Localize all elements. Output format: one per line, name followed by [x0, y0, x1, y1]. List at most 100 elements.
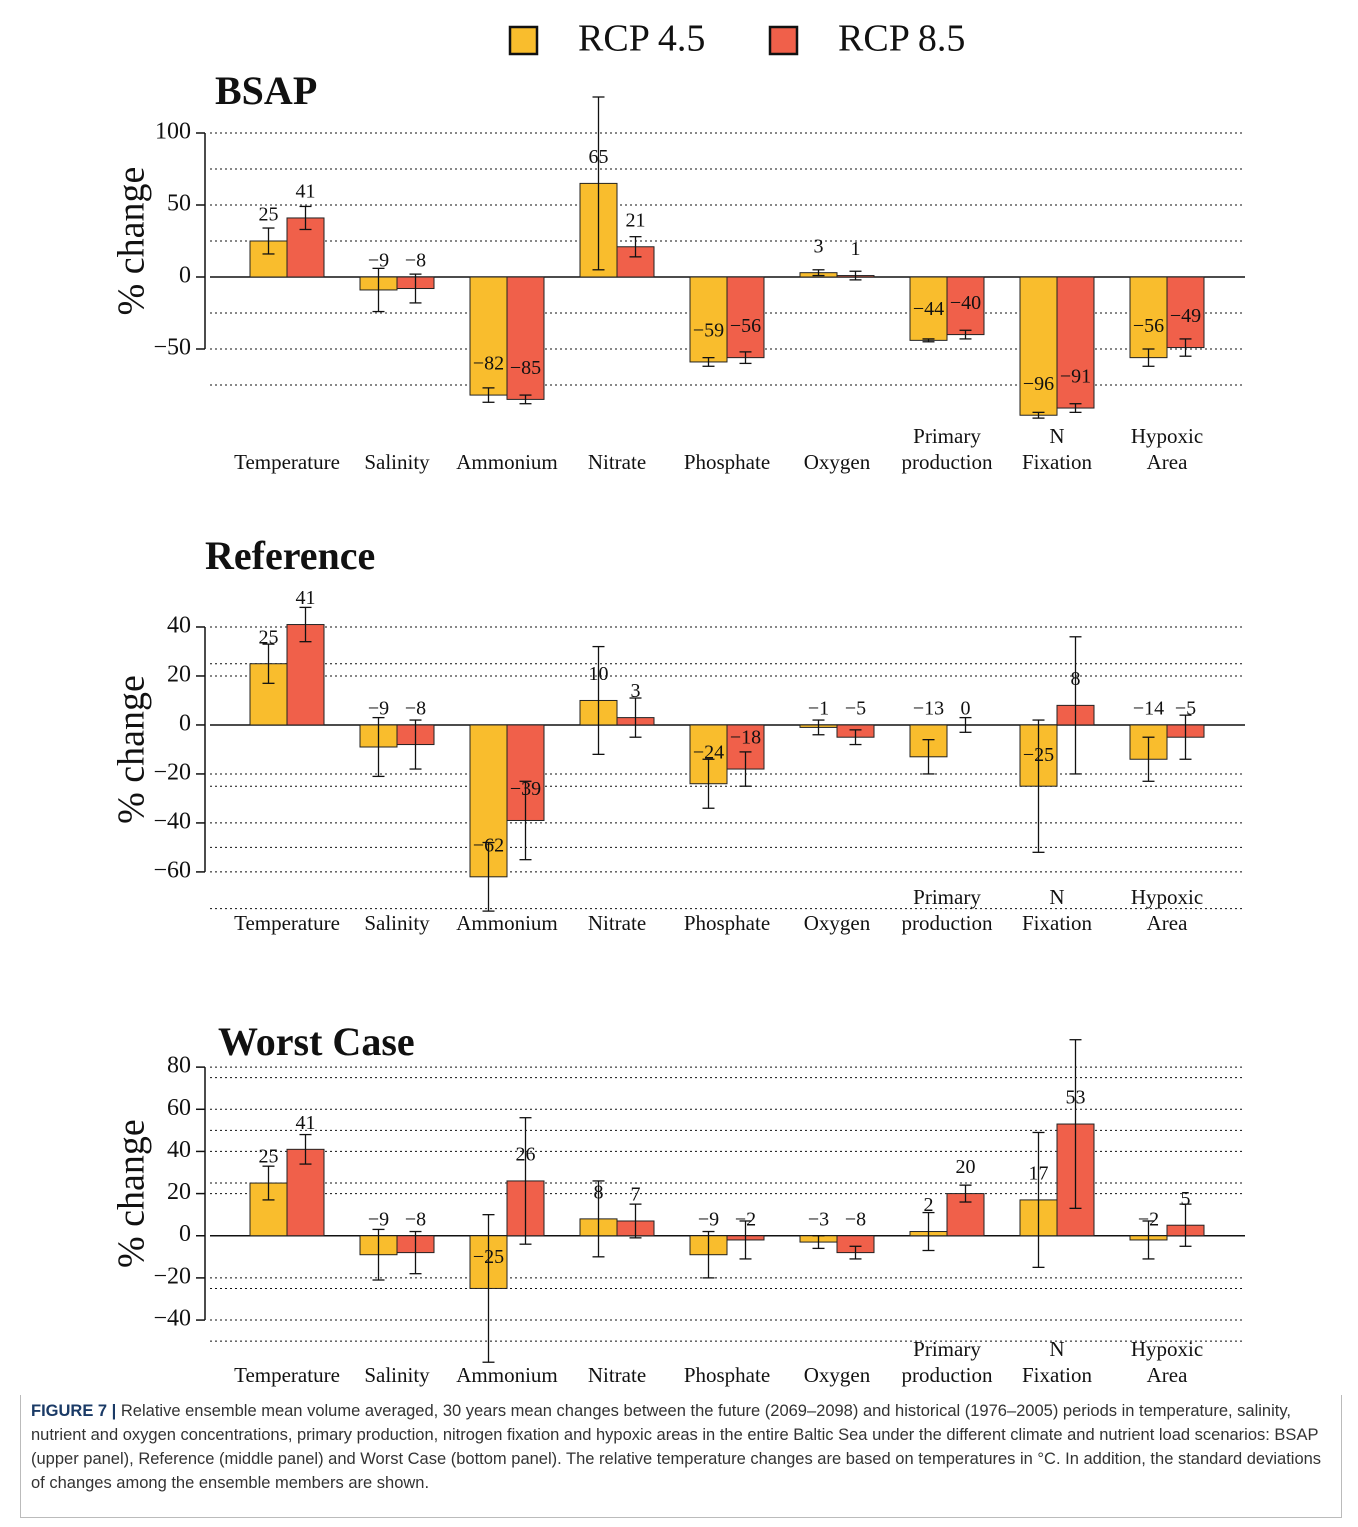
legend-label: RCP 8.5	[838, 18, 965, 60]
value-label: −5	[1175, 698, 1196, 720]
x-tick-label: Primary	[913, 1337, 981, 1361]
value-label: −56	[730, 315, 761, 337]
value-label: −8	[405, 698, 426, 720]
x-tick-label: Phosphate	[684, 450, 770, 474]
value-label: −1	[808, 698, 829, 720]
value-label: −56	[1133, 315, 1164, 337]
value-label: −3	[808, 1208, 829, 1230]
y-tick-label: −20	[153, 759, 191, 785]
value-label: −9	[698, 1208, 719, 1230]
x-tick-label: Fixation	[1022, 450, 1093, 474]
legend-swatch	[508, 25, 539, 56]
y-tick-label: 50	[167, 191, 191, 217]
x-tick-label: N	[1049, 424, 1064, 448]
bar	[909, 276, 948, 341]
value-label: −25	[1023, 744, 1054, 766]
value-label: 21	[626, 209, 646, 231]
bar	[469, 276, 508, 396]
value-label: −18	[730, 727, 761, 749]
value-label: 0	[961, 698, 971, 720]
bar	[1166, 276, 1205, 349]
value-label: 53	[1066, 1087, 1086, 1109]
x-tick-label: Salinity	[364, 1363, 430, 1387]
value-label: −2	[735, 1208, 756, 1230]
value-label: 2	[924, 1194, 934, 1216]
legend-label: RCP 4.5	[578, 18, 705, 60]
y-axis-label: % change	[111, 167, 153, 316]
value-label: 41	[296, 587, 316, 609]
x-tick-label: Nitrate	[588, 450, 646, 474]
bar	[1056, 276, 1095, 409]
x-tick-label: Area	[1147, 1363, 1188, 1387]
value-label: −39	[510, 778, 541, 800]
value-label: 26	[516, 1144, 536, 1166]
bar	[946, 1193, 985, 1237]
y-tick-label: −40	[153, 1306, 191, 1332]
y-tick-label: 40	[167, 612, 191, 638]
panel-title: Reference	[205, 533, 375, 578]
x-tick-label: Primary	[913, 424, 981, 448]
value-label: −40	[950, 292, 981, 314]
value-label: 65	[589, 146, 609, 168]
y-tick-label: −40	[153, 808, 191, 834]
value-label: −82	[473, 353, 504, 375]
value-label: −9	[368, 698, 389, 720]
x-tick-label: production	[902, 450, 993, 474]
value-label: 25	[259, 204, 279, 226]
x-tick-label: N	[1049, 1337, 1064, 1361]
x-tick-label: Temperature	[234, 1363, 340, 1387]
x-tick-label: Oxygen	[804, 911, 871, 935]
x-tick-label: Hypoxic	[1131, 1337, 1203, 1361]
figure: RCP 4.5 RCP 8.5 BSAP% change−50050100Tem…	[111, 18, 1245, 1387]
x-tick-label: Nitrate	[588, 911, 646, 935]
value-label: 8	[1071, 668, 1081, 690]
x-tick-label: Hypoxic	[1131, 424, 1203, 448]
bar	[726, 276, 765, 359]
value-label: −85	[510, 357, 541, 379]
x-tick-label: Nitrate	[588, 1363, 646, 1387]
y-tick-label: 0	[179, 710, 191, 736]
value-label: −8	[405, 1208, 426, 1230]
x-tick-label: N	[1049, 885, 1064, 909]
value-label: 1	[851, 238, 861, 260]
x-tick-label: Salinity	[364, 911, 430, 935]
x-tick-label: Area	[1147, 450, 1188, 474]
value-label: 20	[956, 1156, 976, 1178]
y-tick-label: 40	[167, 1137, 191, 1163]
value-label: 41	[296, 1112, 316, 1134]
x-tick-label: Area	[1147, 911, 1188, 935]
x-tick-label: Temperature	[234, 450, 340, 474]
y-tick-label: −20	[153, 1263, 191, 1289]
value-label: −59	[693, 320, 724, 342]
x-tick-label: Fixation	[1022, 911, 1093, 935]
value-label: −9	[368, 1208, 389, 1230]
x-tick-label: Salinity	[364, 450, 430, 474]
value-label: −2	[1138, 1208, 1159, 1230]
y-axis-label: % change	[111, 675, 153, 824]
value-label: 3	[631, 680, 641, 702]
value-label: −24	[693, 741, 724, 763]
x-tick-label: Ammonium	[456, 1363, 558, 1387]
value-label: 25	[259, 626, 279, 648]
value-label: −44	[913, 298, 944, 320]
x-tick-label: Phosphate	[684, 911, 770, 935]
x-tick-label: production	[902, 1363, 993, 1387]
y-tick-label: −50	[153, 335, 191, 361]
panel-title: Worst Case	[218, 1019, 415, 1064]
x-tick-label: Oxygen	[804, 450, 871, 474]
value-label: 5	[1181, 1188, 1191, 1210]
value-label: 25	[259, 1146, 279, 1168]
y-tick-label: 100	[155, 119, 191, 145]
value-label: −8	[845, 1208, 866, 1230]
value-label: −13	[913, 698, 944, 720]
value-label: 41	[296, 181, 316, 203]
x-tick-label: Primary	[913, 885, 981, 909]
x-tick-label: Hypoxic	[1131, 885, 1203, 909]
value-label: −14	[1133, 698, 1164, 720]
value-label: 10	[589, 663, 609, 685]
value-label: −91	[1060, 366, 1091, 388]
y-tick-label: 0	[179, 1221, 191, 1247]
x-tick-label: Temperature	[234, 911, 340, 935]
x-tick-label: Fixation	[1022, 1363, 1093, 1387]
caption-text: Relative ensemble mean volume averaged, …	[31, 1402, 1322, 1492]
